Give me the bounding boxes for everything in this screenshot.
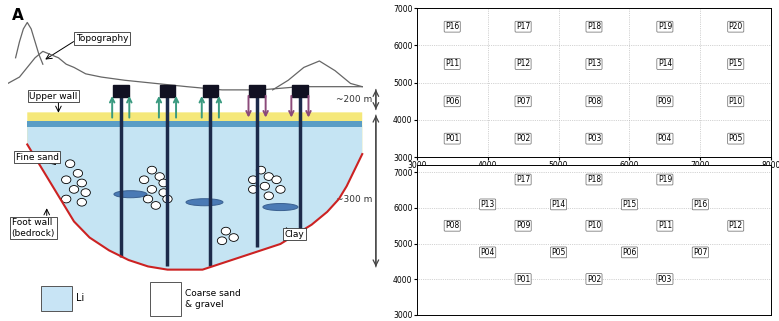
Text: P11: P11 (657, 221, 672, 230)
Text: ~300 m: ~300 m (336, 195, 372, 204)
Ellipse shape (186, 199, 223, 206)
Text: P04: P04 (481, 248, 495, 257)
Ellipse shape (263, 204, 298, 211)
Circle shape (159, 179, 168, 187)
Text: P20: P20 (728, 22, 743, 31)
Text: P15: P15 (728, 59, 743, 68)
Text: P15: P15 (622, 200, 636, 209)
Text: P19: P19 (657, 22, 672, 31)
Circle shape (77, 198, 86, 206)
Circle shape (256, 166, 266, 174)
Text: P12: P12 (516, 59, 530, 68)
Circle shape (73, 169, 83, 177)
Text: P16: P16 (693, 200, 707, 209)
Circle shape (249, 176, 258, 184)
Circle shape (147, 166, 157, 174)
Text: P16: P16 (445, 22, 460, 31)
Circle shape (62, 176, 71, 184)
Text: P05: P05 (728, 134, 743, 143)
Polygon shape (27, 112, 362, 270)
Circle shape (151, 202, 160, 209)
Text: P06: P06 (622, 248, 636, 257)
Text: Fine sand: Fine sand (16, 153, 58, 162)
Text: P01: P01 (516, 274, 530, 283)
Circle shape (264, 173, 273, 180)
Polygon shape (27, 125, 362, 270)
Text: P17: P17 (516, 175, 530, 184)
Text: P14: P14 (552, 200, 566, 209)
FancyBboxPatch shape (203, 85, 218, 97)
Text: P13: P13 (481, 200, 495, 209)
Text: Foot wall
(bedrock): Foot wall (bedrock) (12, 218, 55, 238)
Circle shape (163, 195, 172, 203)
Circle shape (77, 179, 86, 187)
Circle shape (69, 186, 79, 193)
Text: Li: Li (76, 293, 84, 303)
Text: P18: P18 (587, 22, 601, 31)
Text: P04: P04 (657, 134, 672, 143)
Circle shape (249, 186, 258, 193)
Text: P06: P06 (445, 97, 460, 106)
Text: P08: P08 (587, 97, 601, 106)
FancyBboxPatch shape (150, 282, 181, 316)
FancyBboxPatch shape (160, 85, 175, 97)
Text: Coarse sand
& gravel: Coarse sand & gravel (185, 290, 241, 309)
Text: P03: P03 (587, 134, 601, 143)
Circle shape (229, 234, 238, 241)
Text: A: A (12, 8, 23, 23)
Text: Upper wall: Upper wall (30, 92, 78, 101)
Text: Topography: Topography (76, 34, 129, 43)
Circle shape (217, 237, 227, 245)
Text: P08: P08 (445, 221, 460, 230)
Text: P02: P02 (587, 274, 601, 283)
Text: P12: P12 (728, 221, 743, 230)
Circle shape (159, 189, 168, 196)
Text: P02: P02 (516, 134, 530, 143)
Text: P01: P01 (445, 134, 460, 143)
Text: P14: P14 (657, 59, 672, 68)
Circle shape (143, 195, 153, 203)
FancyBboxPatch shape (41, 286, 72, 311)
Circle shape (147, 186, 157, 193)
Ellipse shape (114, 191, 147, 198)
Text: ~200 m: ~200 m (336, 95, 372, 104)
Text: P07: P07 (516, 97, 530, 106)
Text: P13: P13 (587, 59, 601, 68)
FancyBboxPatch shape (292, 85, 308, 97)
Text: P10: P10 (587, 221, 601, 230)
Text: P09: P09 (657, 97, 672, 106)
Circle shape (65, 160, 75, 168)
Text: P17: P17 (516, 22, 530, 31)
Circle shape (264, 192, 273, 200)
Text: B: B (399, 0, 410, 1)
Circle shape (276, 186, 285, 193)
Circle shape (139, 176, 149, 184)
Circle shape (155, 173, 164, 180)
Text: P03: P03 (657, 274, 672, 283)
Text: P09: P09 (516, 221, 530, 230)
Polygon shape (27, 121, 362, 127)
Circle shape (272, 176, 281, 184)
Circle shape (260, 182, 270, 190)
FancyBboxPatch shape (113, 85, 129, 97)
Text: P18: P18 (587, 175, 601, 184)
FancyBboxPatch shape (249, 85, 265, 97)
Text: Clay: Clay (284, 230, 304, 239)
Text: P05: P05 (552, 248, 566, 257)
Circle shape (62, 195, 71, 203)
Text: P07: P07 (693, 248, 707, 257)
Text: P10: P10 (728, 97, 743, 106)
Text: P19: P19 (657, 175, 672, 184)
Circle shape (221, 227, 231, 235)
Circle shape (81, 189, 90, 196)
Text: P11: P11 (445, 59, 460, 68)
